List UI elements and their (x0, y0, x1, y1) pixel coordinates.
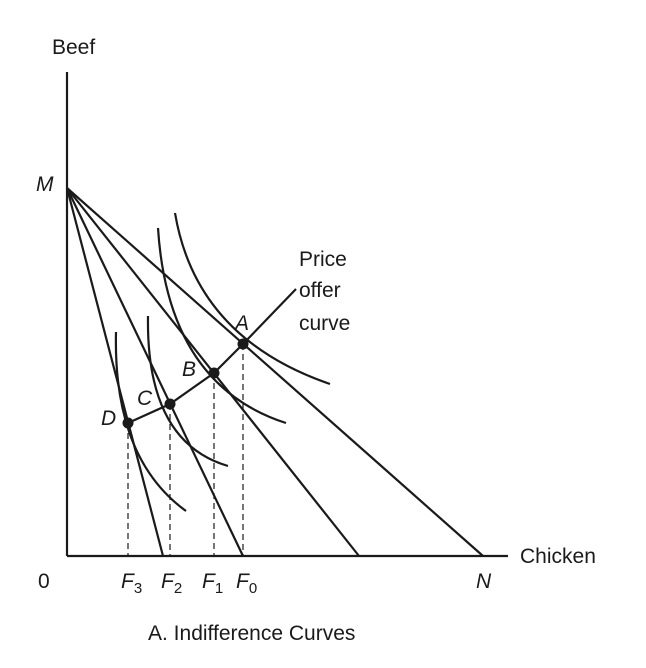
budget-line-1 (65, 187, 165, 557)
indifference-curve-d (114, 331, 187, 512)
x-axis-label: Chicken (520, 545, 596, 568)
indifference-curve-c (146, 315, 229, 468)
point-a-label: A (233, 312, 249, 335)
point-a (237, 338, 249, 350)
intercept-n-label: N (476, 570, 492, 593)
caption: A. Indifference Curves (148, 622, 355, 645)
point-d (122, 417, 134, 429)
tick-f1: F1 (202, 570, 223, 597)
point-d-label: D (101, 407, 116, 430)
offer-curve-label-line2: offer (299, 279, 341, 302)
indifference-curve-b (156, 227, 287, 425)
point-c (164, 398, 176, 410)
point-c-label: C (137, 387, 153, 410)
offer-curve-label-line3: curve (299, 312, 350, 335)
origin-label: 0 (38, 570, 50, 593)
point-b-label: B (182, 358, 196, 381)
tick-f3: F3 (121, 570, 142, 597)
indifference-curve-a (173, 212, 331, 386)
tick-f0: F0 (236, 570, 257, 597)
offer-curve-label-line1: Price (299, 248, 347, 271)
intercept-m-label: M (36, 173, 54, 196)
y-axis-label: Beef (52, 36, 95, 59)
point-b (208, 367, 220, 379)
tick-f2: F2 (161, 570, 182, 597)
budget-line-n (66, 187, 484, 557)
